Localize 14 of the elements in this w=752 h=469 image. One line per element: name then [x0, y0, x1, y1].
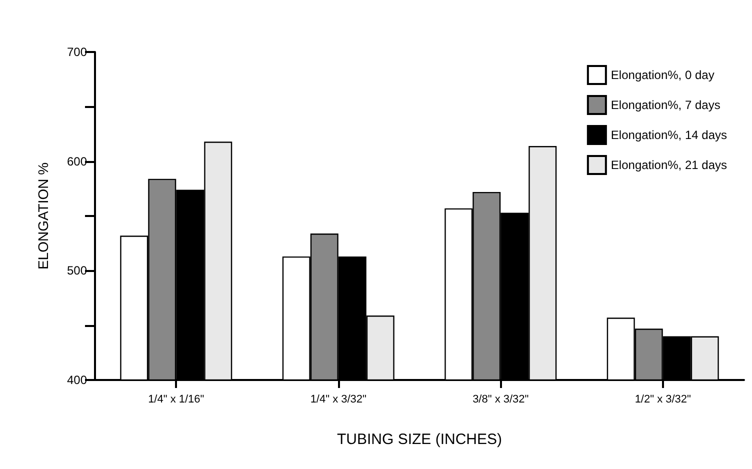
legend-label: Elongation%, 0 day — [610, 68, 714, 82]
x-tick-label: 1/2" x 3/32" — [634, 394, 692, 406]
legend-label: Elongation%, 14 days — [610, 128, 728, 142]
y-tick-label: 700 — [66, 45, 88, 59]
y-tick-label: 500 — [66, 264, 88, 278]
x-tick-label: 1/4" x 3/32" — [310, 394, 367, 406]
y-tick-label: 600 — [66, 154, 88, 168]
x-tick-label: 3/8" x 3/32" — [472, 394, 529, 406]
y-axis-title: ELONGATION % — [35, 162, 51, 270]
y-tick-label: 400 — [66, 373, 88, 387]
x-axis-title: TUBING SIZE (INCHES) — [336, 431, 502, 448]
x-tick-label: 1/4" x 1/16" — [148, 394, 204, 406]
legend-label: Elongation%, 7 days — [610, 98, 720, 112]
legend-label: Elongation%, 21 days — [610, 158, 728, 172]
